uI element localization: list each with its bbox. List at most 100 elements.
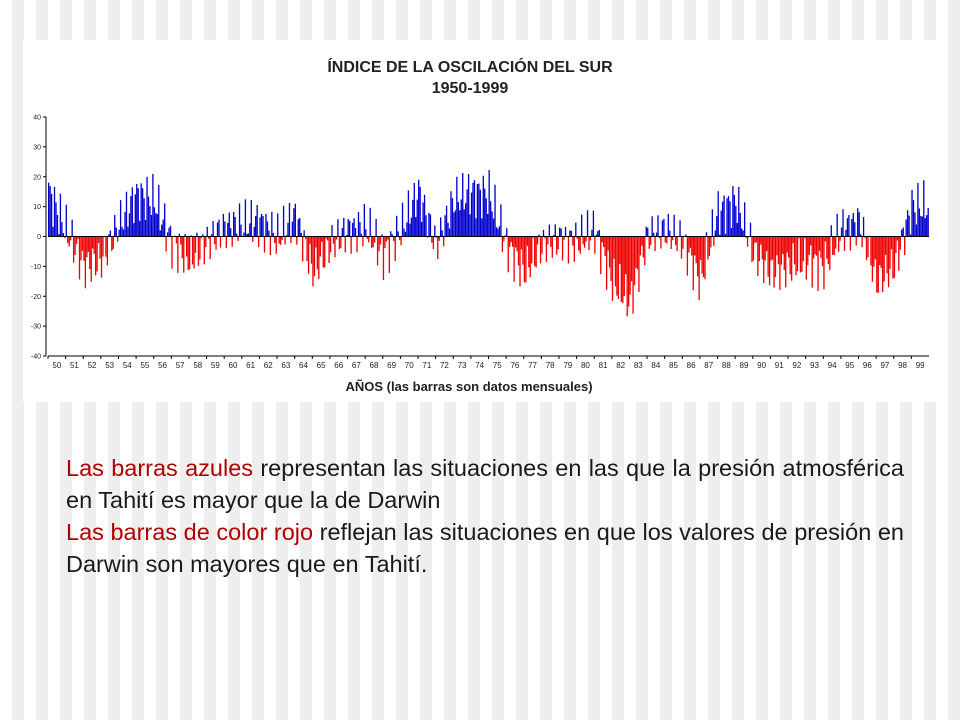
monthly-bar bbox=[304, 236, 307, 239]
x-tick-label: 95 bbox=[845, 361, 854, 370]
monthly-bar bbox=[97, 236, 100, 243]
monthly-bar bbox=[442, 236, 445, 247]
monthly-bar bbox=[926, 215, 928, 237]
monthly-bar bbox=[550, 236, 552, 247]
x-tick-label: 68 bbox=[370, 361, 379, 370]
monthly-bar bbox=[713, 236, 715, 246]
monthly-bar bbox=[190, 235, 192, 237]
monthly-bar bbox=[133, 223, 135, 237]
monthly-bar bbox=[50, 193, 53, 237]
monthly-bar bbox=[280, 236, 282, 245]
monthly-bar bbox=[605, 236, 608, 290]
monthly-bar bbox=[369, 207, 371, 237]
x-tick-label: 86 bbox=[687, 361, 696, 370]
monthly-bar bbox=[313, 236, 316, 277]
monthly-bar bbox=[504, 235, 506, 237]
x-tick-label: 61 bbox=[246, 361, 255, 370]
monthly-bar bbox=[839, 236, 841, 241]
monthly-bar bbox=[548, 224, 551, 237]
monthly-bar bbox=[334, 236, 336, 258]
monthly-bar bbox=[281, 236, 283, 240]
monthly-bar bbox=[579, 236, 581, 254]
monthly-bar bbox=[818, 236, 821, 251]
monthly-bar bbox=[363, 204, 366, 237]
monthly-bar bbox=[139, 220, 141, 237]
monthly-bar bbox=[390, 231, 392, 237]
monthly-bar bbox=[752, 236, 755, 261]
monthly-bar bbox=[801, 236, 803, 272]
monthly-bar bbox=[884, 236, 887, 255]
monthly-bar bbox=[255, 216, 257, 237]
monthly-bar bbox=[720, 210, 722, 237]
monthly-bar bbox=[444, 215, 446, 237]
monthly-bar bbox=[371, 236, 373, 248]
monthly-bar bbox=[917, 182, 919, 237]
monthly-bar bbox=[914, 212, 916, 237]
monthly-bar bbox=[437, 236, 439, 259]
monthly-bar bbox=[109, 230, 111, 237]
monthly-bar bbox=[219, 236, 222, 248]
monthly-bar bbox=[506, 228, 508, 237]
monthly-bar bbox=[760, 236, 762, 245]
monthly-bar bbox=[419, 186, 421, 237]
monthly-bar bbox=[575, 222, 577, 237]
monthly-bar bbox=[475, 218, 477, 237]
x-tick-label: 51 bbox=[70, 361, 79, 370]
x-tick-label: 58 bbox=[193, 361, 202, 370]
monthly-bar bbox=[309, 236, 311, 244]
monthly-bar bbox=[191, 236, 194, 265]
monthly-bar bbox=[896, 236, 899, 241]
monthly-bar bbox=[755, 236, 758, 243]
monthly-bar bbox=[770, 236, 772, 261]
y-tick-label: -20 bbox=[31, 294, 41, 301]
monthly-bar bbox=[645, 226, 647, 237]
monthly-bar bbox=[699, 236, 702, 260]
monthly-bar bbox=[674, 236, 677, 246]
monthly-bar bbox=[275, 236, 277, 254]
monthly-bar bbox=[905, 219, 907, 237]
monthly-bar bbox=[478, 183, 480, 237]
monthly-bar bbox=[362, 236, 364, 247]
monthly-bar bbox=[513, 236, 515, 282]
monthly-bar bbox=[194, 236, 197, 253]
monthly-bar bbox=[545, 236, 548, 262]
monthly-bar bbox=[249, 223, 251, 237]
monthly-bar bbox=[465, 203, 467, 237]
monthly-bar bbox=[927, 208, 929, 237]
x-tick-label: 74 bbox=[475, 361, 484, 370]
monthly-bar bbox=[774, 236, 777, 278]
monthly-bar bbox=[382, 236, 385, 280]
soi-chart: ÍNDICE DE LA OSCILACIÓN DEL SUR 1950-199… bbox=[31, 57, 929, 394]
monthly-bar bbox=[611, 236, 614, 301]
monthly-bar bbox=[862, 217, 865, 237]
monthly-bar bbox=[222, 213, 225, 237]
monthly-bar bbox=[542, 229, 545, 237]
monthly-bar bbox=[457, 202, 459, 237]
monthly-bar bbox=[870, 236, 872, 266]
monthly-bar bbox=[836, 213, 838, 237]
monthly-bar bbox=[78, 236, 81, 280]
monthly-bar bbox=[572, 236, 574, 246]
monthly-bar bbox=[373, 236, 376, 243]
monthly-bar bbox=[115, 227, 117, 237]
monthly-bar bbox=[498, 226, 501, 237]
monthly-bar bbox=[597, 231, 599, 237]
monthly-bar bbox=[376, 236, 379, 266]
monthly-bar bbox=[626, 236, 628, 317]
monthly-bar bbox=[228, 212, 230, 237]
monthly-bar bbox=[877, 236, 879, 293]
monthly-bar bbox=[262, 216, 264, 237]
x-tick-label: 89 bbox=[740, 361, 749, 370]
monthly-bar bbox=[303, 230, 305, 237]
monthly-bar bbox=[274, 236, 276, 244]
monthly-bar bbox=[808, 236, 810, 255]
monthly-bar bbox=[164, 203, 166, 237]
monthly-bar bbox=[213, 236, 216, 245]
monthly-bar bbox=[807, 236, 809, 266]
monthly-bar bbox=[858, 212, 860, 237]
monthly-bar bbox=[266, 221, 269, 237]
monthly-bar bbox=[815, 236, 818, 256]
monthly-bar bbox=[302, 236, 304, 262]
monthly-bar bbox=[745, 236, 747, 238]
